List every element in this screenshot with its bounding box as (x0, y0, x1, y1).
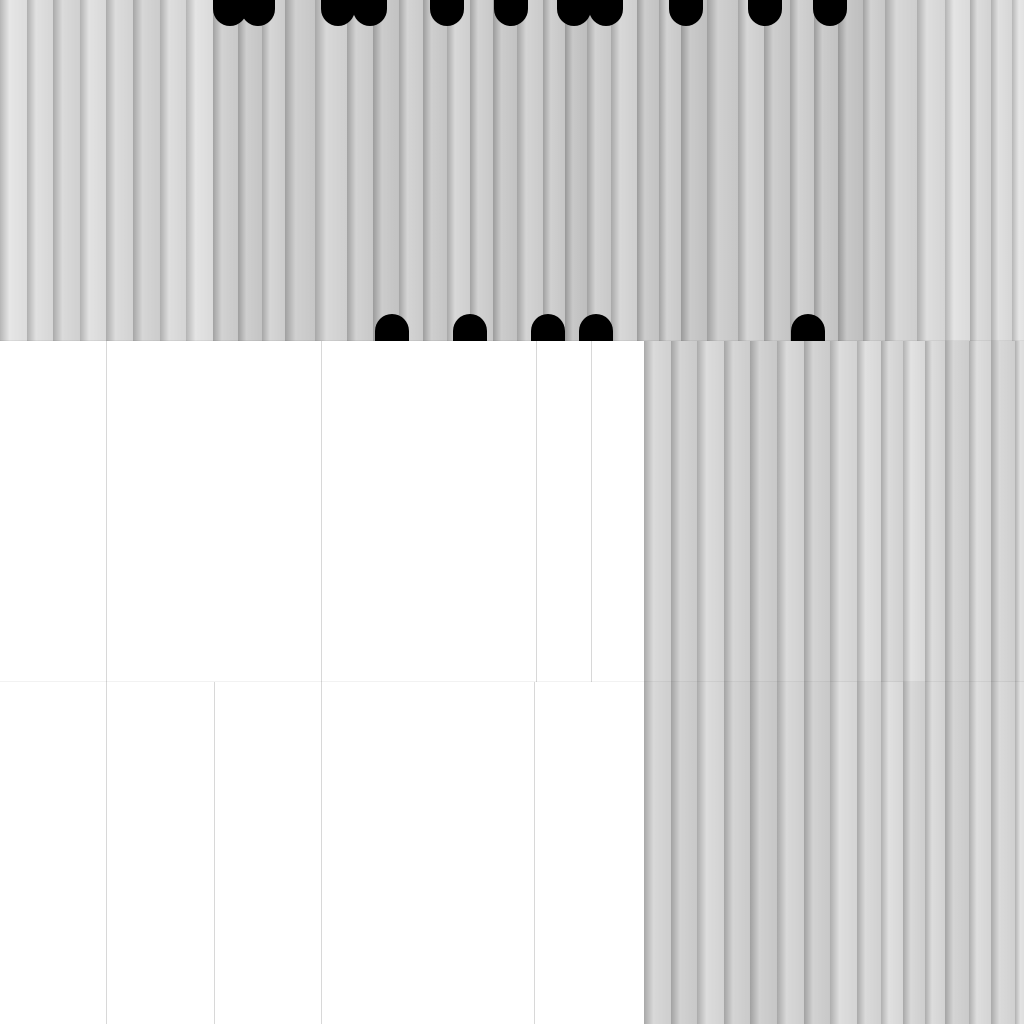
shaded-strip (917, 0, 945, 341)
vertical-divider (536, 341, 537, 682)
shaded-strip (1015, 682, 1024, 1024)
dark-notch (791, 314, 825, 341)
shaded-strip (517, 0, 543, 341)
shaded-strip (764, 0, 790, 341)
shaded-strip (637, 0, 659, 341)
shaded-strip (565, 0, 587, 341)
shaded-strip (697, 682, 724, 1024)
shaded-strip (969, 682, 991, 1024)
shaded-strip (285, 0, 315, 341)
shaded-strip (373, 0, 399, 341)
shaded-strip (925, 341, 945, 682)
shaded-strip (790, 0, 814, 341)
shaded-strip (969, 341, 991, 682)
shaded-strip (777, 341, 804, 682)
shaded-strip (830, 682, 857, 1024)
shaded-strip (724, 341, 750, 682)
vertical-divider (591, 341, 592, 682)
shaded-strip (447, 0, 470, 341)
shaded-strip (724, 682, 750, 1024)
shaded-strip (925, 682, 945, 1024)
shaded-strip (903, 682, 925, 1024)
shaded-strip (991, 341, 1015, 682)
dark-notch (375, 314, 409, 341)
shaded-strip (347, 0, 373, 341)
shaded-strip (991, 0, 1012, 341)
shaded-strip (133, 0, 160, 341)
shaded-strip (53, 0, 80, 341)
shaded-strip (945, 682, 969, 1024)
shaded-strip (681, 0, 707, 341)
dark-notch (531, 314, 565, 341)
shaded-strip (106, 0, 133, 341)
dark-notch (579, 314, 613, 341)
shaded-strip (750, 341, 777, 682)
shaded-strip (470, 0, 493, 341)
shaded-strip (543, 0, 565, 341)
shaded-strip (814, 0, 838, 341)
shaded-strip (160, 0, 186, 341)
shaded-strip (881, 682, 903, 1024)
shaded-strip (903, 341, 925, 682)
shaded-strip (0, 0, 27, 341)
bottom-striped-panel (644, 682, 1024, 1024)
dark-notch (453, 314, 487, 341)
shaded-strip (1015, 341, 1024, 682)
shaded-strip (611, 0, 637, 341)
vertical-divider (321, 341, 322, 1024)
shaded-strip (857, 682, 881, 1024)
horizontal-seam (0, 681, 1024, 682)
shaded-strip (857, 341, 881, 682)
shaded-strip (671, 682, 697, 1024)
shaded-strip (423, 0, 447, 341)
vertical-divider (214, 682, 215, 1024)
vertical-divider (106, 341, 107, 1024)
shaded-strip (830, 341, 857, 682)
shaded-strip (804, 682, 830, 1024)
shaded-strip (945, 341, 969, 682)
middle-striped-panel (644, 341, 1024, 682)
shaded-strip (587, 0, 611, 341)
shaded-strip (186, 0, 213, 341)
shaded-strip (707, 0, 738, 341)
shaded-strip (750, 682, 777, 1024)
shaded-strip (777, 682, 804, 1024)
shaded-strip (881, 341, 903, 682)
shaded-strip (838, 0, 863, 341)
blank-white-area (0, 341, 644, 1024)
shaded-strip (644, 341, 671, 682)
shaded-strip (493, 0, 517, 341)
shaded-strip (1012, 0, 1024, 341)
shaded-strip (262, 0, 285, 341)
shaded-strip (697, 341, 724, 682)
shaded-strip (644, 682, 671, 1024)
shaded-strip (80, 0, 106, 341)
shaded-strip (27, 0, 53, 341)
vertical-divider (534, 682, 535, 1024)
shaded-strip (315, 0, 347, 341)
shaded-strip (804, 341, 830, 682)
shaded-strip (399, 0, 423, 341)
shaded-strip (238, 0, 262, 341)
shaded-strip (970, 0, 991, 341)
shaded-strip (659, 0, 681, 341)
shaded-strip (863, 0, 885, 341)
shaded-strip (885, 0, 917, 341)
shaded-strip (213, 0, 238, 341)
top-striped-panel (0, 0, 1024, 341)
shaded-strip (945, 0, 970, 341)
shaded-strip (738, 0, 764, 341)
shaded-strip (671, 341, 697, 682)
horizontal-seam (0, 340, 1024, 341)
shaded-strip (991, 682, 1015, 1024)
